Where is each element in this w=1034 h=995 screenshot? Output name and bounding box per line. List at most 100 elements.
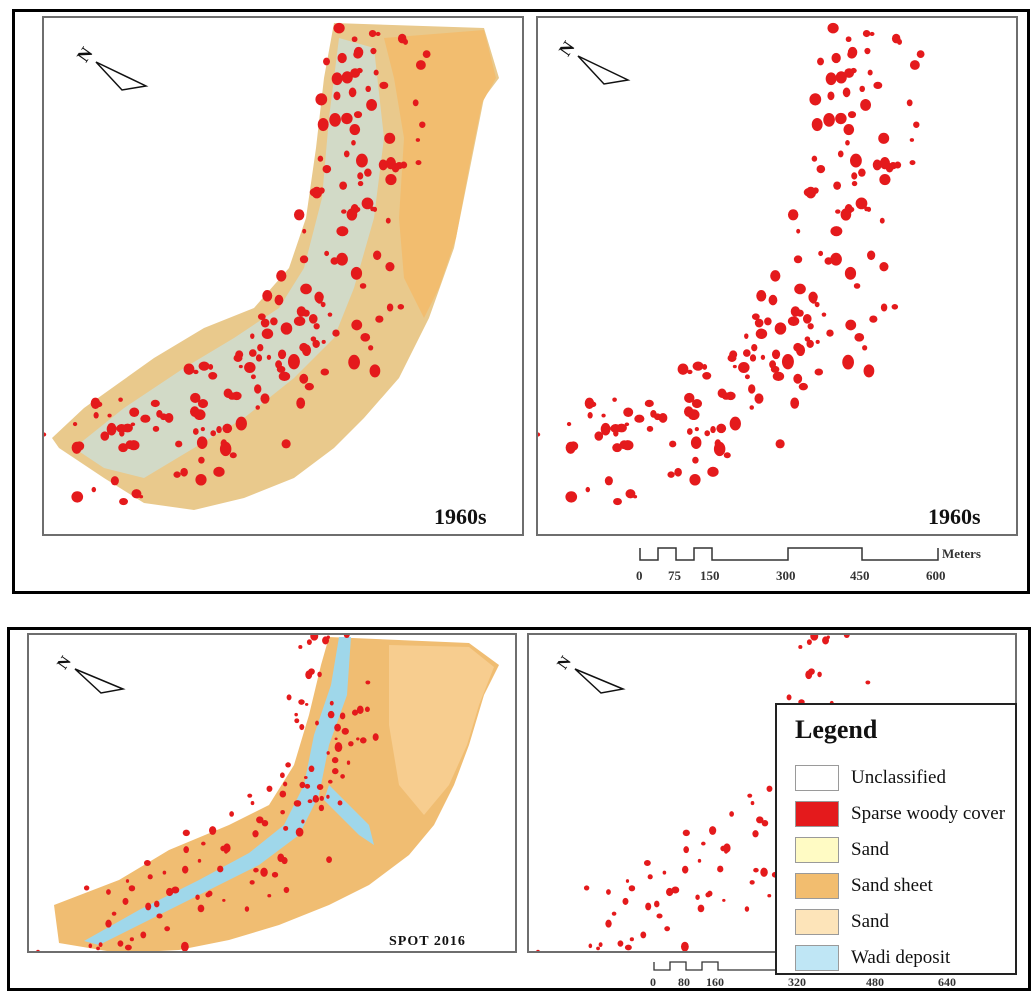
woody-patch (825, 72, 837, 86)
woody-patch (847, 111, 857, 119)
woody-patch (171, 886, 180, 894)
woody-patch (770, 365, 780, 373)
woody-patch (666, 887, 674, 897)
legend-swatch (795, 765, 839, 791)
woody-patch (233, 354, 243, 362)
woody-patch (656, 913, 663, 919)
woody-patch (790, 306, 801, 317)
woody-patch (254, 384, 262, 394)
woody-patch (760, 867, 768, 877)
woody-patch (753, 867, 759, 873)
woody-patch (858, 168, 866, 177)
woody-patch (320, 368, 330, 376)
woody-patch (692, 361, 704, 371)
scale-bar-top: Meters 0 75 150 300 450 600 (630, 542, 1010, 593)
woody-patch (677, 363, 689, 375)
woody-patch (351, 709, 359, 716)
woody-patch (707, 466, 719, 477)
woody-patch (329, 113, 341, 127)
scale-tick: 80 (678, 975, 690, 989)
legend-item: Sand (795, 905, 889, 939)
woody-patch (192, 428, 199, 435)
woody-patch (369, 364, 381, 378)
woody-patch (276, 270, 287, 282)
woody-patch (299, 342, 309, 352)
woody-patch (301, 819, 305, 824)
woody-patch (691, 399, 703, 409)
woody-patch (321, 339, 326, 344)
woody-patch (252, 830, 259, 838)
light-sand-area (389, 645, 494, 815)
woody-patch (687, 369, 693, 375)
woody-patch (298, 699, 305, 705)
woody-patch (566, 422, 572, 427)
woody-patch (244, 906, 250, 912)
woody-patch (341, 71, 353, 84)
woody-patch (283, 886, 290, 894)
woody-patch (644, 399, 654, 408)
woody-patch (767, 893, 772, 898)
woody-patch (261, 328, 274, 340)
woody-patch (625, 489, 636, 499)
woody-patch (359, 283, 367, 289)
woody-patch (622, 897, 629, 905)
woody-patch (271, 871, 279, 878)
legend-label: Unclassified (851, 767, 946, 788)
map-panel-1960s-woody: N 1960s (536, 16, 1018, 536)
woody-patch (373, 69, 379, 76)
woody-patch (320, 301, 326, 308)
woody-patch (36, 949, 40, 951)
legend-label: Sand (851, 911, 889, 932)
woody-patch (744, 906, 750, 912)
woody-patch (793, 373, 803, 384)
woody-patch (694, 426, 699, 432)
woody-patch (250, 333, 255, 339)
woody-patch (277, 349, 287, 360)
woody-patch (816, 164, 826, 174)
woody-patch (190, 392, 201, 403)
woody-patch (750, 801, 755, 806)
legend: Legend Unclassified Sparse woody cover S… (775, 703, 1017, 975)
woody-patch (583, 885, 590, 891)
woody-patch (299, 781, 306, 789)
woody-patch (303, 776, 308, 780)
woody-patch (787, 209, 799, 221)
woody-patch (617, 940, 624, 947)
woody-patch (286, 694, 292, 701)
woody-patch (150, 399, 160, 408)
woody-patch (633, 495, 638, 499)
scale-tick: 75 (668, 568, 682, 583)
woody-patch (140, 931, 147, 939)
woody-patch (365, 680, 371, 685)
woody-patch (306, 639, 312, 645)
woody-patch (326, 794, 330, 799)
woody-patch (786, 694, 792, 701)
map-panel-1960s-classified: N 1960s (42, 16, 524, 536)
woody-patch (916, 50, 925, 58)
woody-patch (360, 332, 371, 342)
woody-patch (209, 826, 217, 835)
woody-patch (748, 384, 756, 394)
woody-patch (529, 952, 535, 953)
woody-patch (106, 422, 117, 436)
woody-patch (304, 702, 309, 706)
woody-patch (280, 809, 285, 815)
woody-patch (611, 911, 617, 916)
legend-label: Wadi deposit (851, 947, 951, 968)
woody-patch (805, 670, 813, 680)
sparse-woody-patches (44, 22, 431, 506)
woody-patch (855, 197, 868, 210)
woody-patch (270, 317, 278, 326)
woody-patch (274, 294, 284, 306)
woody-patch (260, 318, 270, 328)
woody-patch (300, 283, 312, 295)
woody-patch (175, 440, 183, 448)
woody-patch (314, 292, 324, 301)
woody-patch (351, 140, 356, 146)
woody-patch (379, 81, 389, 90)
woody-patch (93, 412, 99, 419)
woody-patch (327, 710, 335, 719)
woody-patch (842, 354, 854, 370)
woody-patch (298, 644, 303, 649)
woody-patch (584, 397, 595, 409)
